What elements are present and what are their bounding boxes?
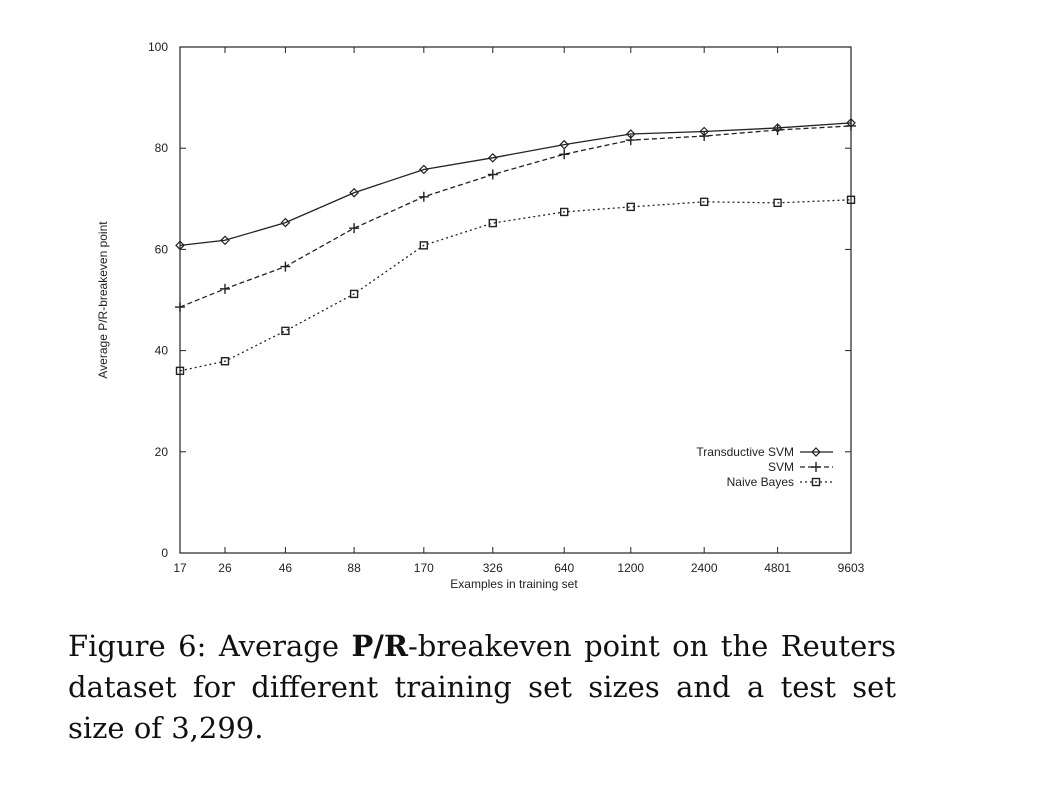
legend-label-naive-bayes: Naive Bayes bbox=[727, 475, 794, 489]
data-point-svm-170 bbox=[418, 191, 429, 202]
legend-label-transductive-svm: Transductive SVM bbox=[696, 445, 794, 459]
data-point-transductive-svm-88 bbox=[349, 187, 359, 198]
caption-bold: P/R bbox=[351, 629, 408, 663]
data-point-transductive-svm-17 bbox=[175, 240, 185, 251]
series-naive-bayes bbox=[175, 195, 856, 376]
caption-suffix: -breakeven point on the Reuters dataset … bbox=[68, 629, 896, 745]
data-point-svm-4801 bbox=[772, 124, 783, 135]
data-point-naive-bayes-4801 bbox=[773, 198, 782, 208]
legend-marker-transductive-svm bbox=[811, 447, 821, 457]
data-point-svm-17 bbox=[175, 302, 185, 313]
y-tick-label-40: 40 bbox=[155, 344, 169, 358]
x-tick-label-46: 46 bbox=[279, 561, 293, 575]
figure-caption: Figure 6: Average P/R-breakeven point on… bbox=[68, 626, 896, 749]
y-tick-label-80: 80 bbox=[155, 141, 169, 155]
data-point-svm-1200 bbox=[625, 135, 636, 146]
y-tick-label-0: 0 bbox=[161, 546, 168, 560]
legend-marker-svm bbox=[811, 462, 821, 472]
data-point-svm-640 bbox=[559, 149, 570, 160]
x-tick-label-1200: 1200 bbox=[617, 561, 644, 575]
series-group bbox=[175, 118, 856, 376]
data-point-naive-bayes-17 bbox=[175, 366, 185, 376]
data-point-naive-bayes-46 bbox=[281, 326, 290, 336]
data-point-svm-46 bbox=[280, 261, 291, 272]
data-point-naive-bayes-170 bbox=[419, 241, 429, 250]
x-axis-label: Examples in training set bbox=[450, 577, 578, 591]
data-point-naive-bayes-2400 bbox=[699, 197, 709, 207]
series-line-transductive-svm bbox=[179, 122, 852, 246]
x-tick-label-9603: 9603 bbox=[838, 561, 865, 575]
data-point-naive-bayes-9603 bbox=[846, 195, 856, 205]
data-point-naive-bayes-1200 bbox=[626, 202, 635, 212]
data-point-svm-2400 bbox=[699, 131, 710, 142]
line-chart: 0 20 40 60 80 100 17 26 46 88 170 326 640 1200 2400 480… bbox=[96, 40, 865, 591]
data-point-svm-9603 bbox=[846, 120, 856, 131]
data-point-transductive-svm-326 bbox=[487, 152, 498, 163]
x-tick-label-170: 170 bbox=[414, 561, 434, 575]
legend-marker-naive-bayes bbox=[811, 477, 821, 487]
data-point-svm-326 bbox=[487, 169, 498, 180]
y-tick-label-100: 100 bbox=[148, 40, 168, 54]
series-line-naive-bayes bbox=[179, 199, 852, 372]
x-tick-label-17: 17 bbox=[173, 561, 187, 575]
data-point-naive-bayes-88 bbox=[349, 289, 359, 299]
y-axis-label: Average P/R-breakeven point bbox=[96, 221, 110, 379]
x-tick-label-26: 26 bbox=[218, 561, 232, 575]
y-axis-label-group: Average P/R-breakeven point bbox=[96, 221, 110, 379]
series-transductive-svm bbox=[175, 118, 856, 251]
legend-label-svm: SVM bbox=[768, 460, 794, 474]
y-tick-label-60: 60 bbox=[155, 242, 169, 256]
plot-frame bbox=[179, 46, 852, 554]
data-point-naive-bayes-326 bbox=[488, 218, 497, 228]
data-point-transductive-svm-640 bbox=[559, 139, 570, 150]
x-tick-label-326: 326 bbox=[483, 561, 503, 575]
x-tick-label-640: 640 bbox=[554, 561, 574, 575]
x-tick-label-2400: 2400 bbox=[691, 561, 718, 575]
data-point-naive-bayes-26 bbox=[220, 357, 230, 366]
y-tick-label-20: 20 bbox=[155, 445, 169, 459]
chart-axes: 0 20 40 60 80 100 17 26 46 88 170 326 640 1200 2400 480… bbox=[148, 40, 865, 575]
caption-prefix: Figure 6: Average bbox=[68, 629, 352, 663]
data-point-svm-88 bbox=[349, 223, 360, 234]
x-tick-label-88: 88 bbox=[347, 561, 361, 575]
data-point-transductive-svm-26 bbox=[220, 235, 230, 246]
data-point-svm-26 bbox=[219, 283, 230, 294]
series-svm bbox=[175, 120, 856, 313]
data-point-transductive-svm-170 bbox=[418, 164, 429, 175]
data-point-transductive-svm-46 bbox=[280, 217, 291, 228]
data-point-naive-bayes-640 bbox=[560, 207, 569, 217]
x-tick-label-4801: 4801 bbox=[764, 561, 791, 575]
